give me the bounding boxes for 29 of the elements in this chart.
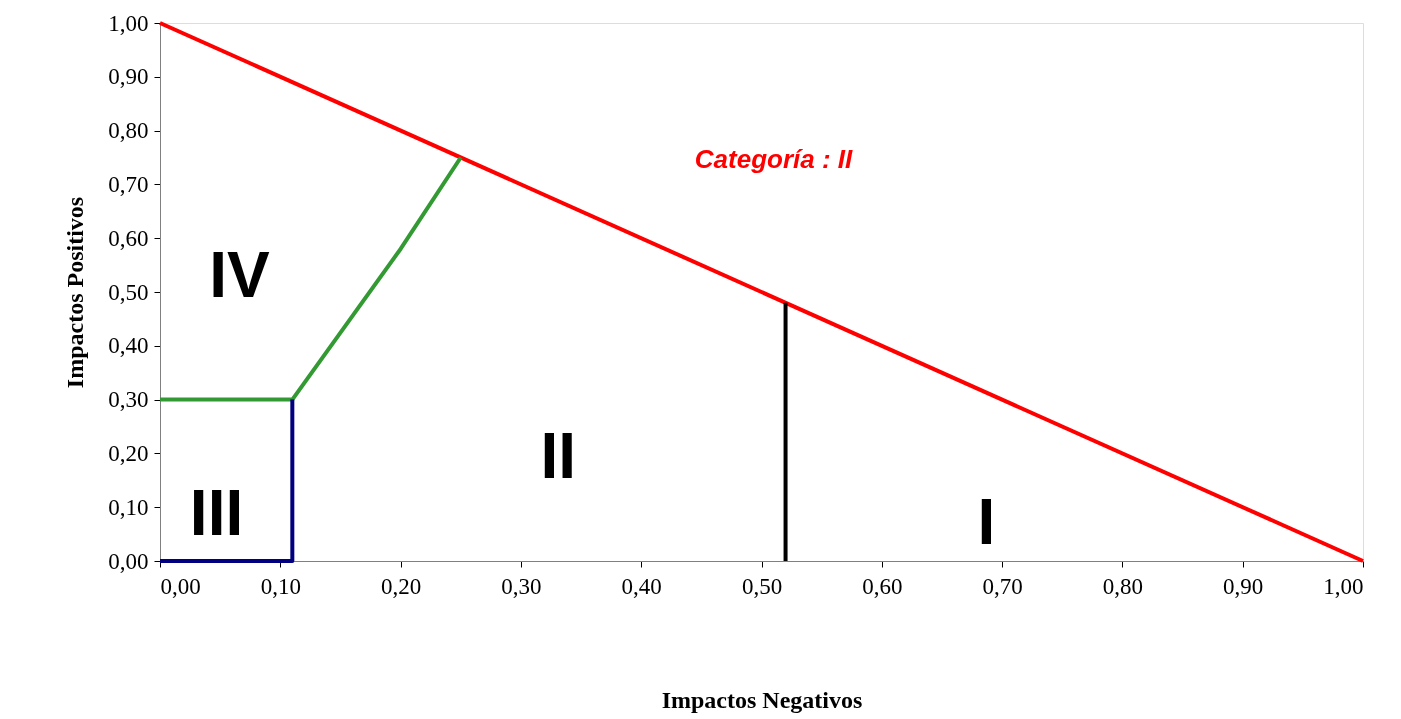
y-tick-label: 0,20: [108, 440, 149, 466]
x-tick-label: 0,30: [501, 573, 542, 599]
x-tick-label: 0,40: [621, 573, 662, 599]
x-tick-label: 0,90: [1223, 573, 1264, 599]
y-tick-label: 0,80: [108, 118, 149, 144]
y-tick-label: 0,00: [108, 548, 149, 574]
y-tick-label: 1,00: [108, 10, 149, 36]
y-tick-label: 0,50: [108, 279, 149, 305]
x-tick-label: 0,50: [741, 573, 783, 599]
annotation: IV: [209, 239, 270, 312]
y-tick-label: 0,40: [108, 333, 149, 359]
annotation: I: [977, 485, 996, 558]
y-tick-label: 0,30: [108, 387, 149, 413]
x-tick-label: 0,10: [260, 573, 301, 599]
x-tick-label: 0,20: [380, 573, 422, 599]
x-axis-title: Impactos Negativos: [661, 686, 863, 713]
annotation: II: [540, 419, 576, 492]
x-tick-label: 1,00: [1323, 573, 1364, 599]
x-tick-label: 0,70: [982, 573, 1023, 599]
x-tick-label: 0,60: [862, 573, 903, 599]
y-tick-label: 0,10: [108, 494, 149, 520]
y-axis-title: Impactos Positivos: [62, 196, 89, 389]
x-tick-label: 0,00: [160, 573, 201, 599]
y-tick-label: 0,70: [108, 171, 149, 197]
y-tick-label: 0,60: [108, 225, 149, 251]
annotation: Categoría : II: [694, 144, 854, 175]
annotation: III: [189, 476, 244, 549]
y-tick-label: 0,90: [108, 64, 149, 90]
x-tick-label: 0,80: [1102, 573, 1144, 599]
